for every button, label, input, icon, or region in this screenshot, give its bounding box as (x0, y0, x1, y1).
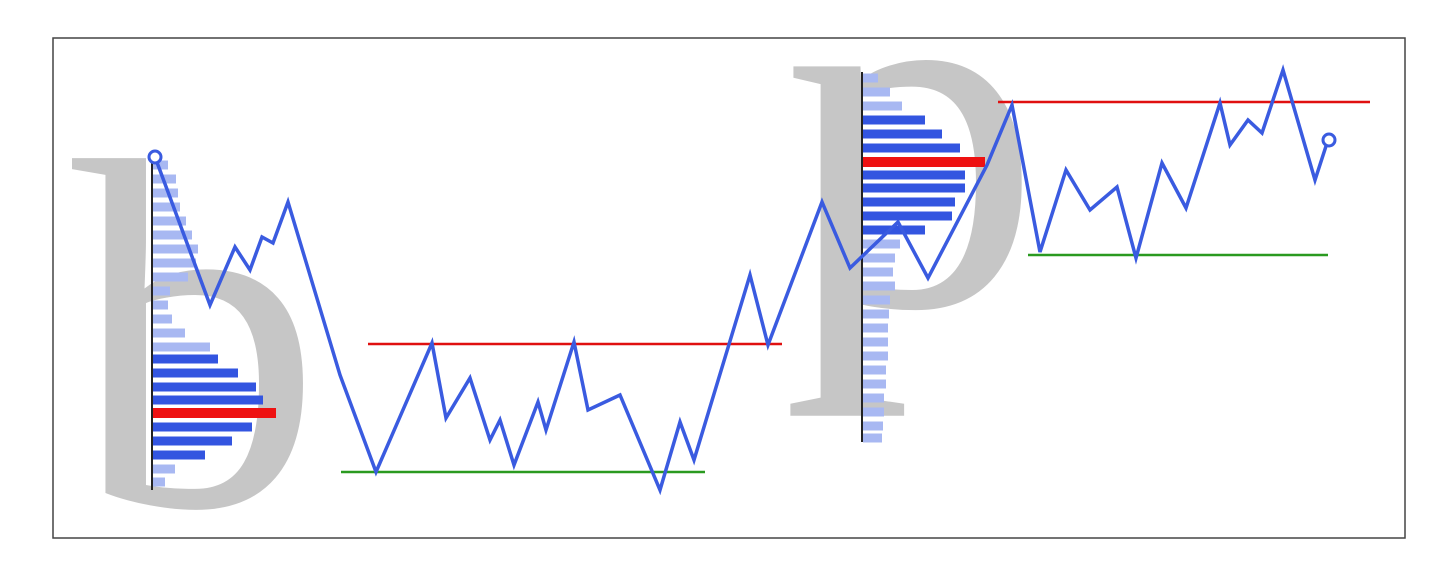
volume-bar (153, 258, 196, 268)
volume-bar (863, 115, 925, 125)
poc-bar (153, 408, 276, 418)
volume-bar (863, 393, 884, 403)
volume-bar (153, 368, 238, 378)
volume-bar (863, 379, 886, 389)
volume-bar (153, 188, 178, 198)
poc-bar (863, 157, 985, 167)
volume-bar (863, 101, 902, 111)
volume-bar (863, 433, 882, 443)
volume-bar (863, 281, 895, 291)
volume-bar (153, 328, 185, 338)
volume-bar (153, 342, 210, 352)
volume-bar (153, 286, 170, 296)
volume-bar (153, 160, 168, 170)
volume-bar (153, 216, 186, 226)
volume-bar (153, 300, 168, 310)
volume-bar (863, 337, 888, 347)
volume-bar (153, 477, 165, 487)
volume-bar (863, 365, 886, 375)
volume-bar (863, 239, 900, 249)
volume-bar (863, 295, 890, 305)
price-line (153, 64, 1330, 496)
volume-bar (863, 421, 883, 431)
volume-bar (863, 253, 895, 263)
volume-bar (153, 450, 205, 460)
volume-bar (153, 244, 198, 254)
volume-bar (863, 309, 889, 319)
volume-bar (863, 225, 925, 235)
volume-bar (153, 464, 175, 474)
volume-bar (863, 129, 942, 139)
start-point (147, 149, 163, 165)
volume-bar (863, 211, 952, 221)
volume-bar (863, 183, 965, 193)
volume-bar (153, 436, 232, 446)
volume-bar (153, 354, 218, 364)
volume-bar (863, 351, 888, 361)
volume-bar (863, 143, 960, 153)
end-point (1321, 132, 1337, 148)
volume-bar (863, 267, 893, 277)
letter-b: b (72, 60, 322, 585)
volume-bar (863, 73, 878, 83)
volume-bar (863, 170, 965, 180)
frame (52, 37, 1406, 539)
volume-bar (153, 230, 192, 240)
volume-bar (153, 272, 188, 282)
volume-bar (153, 422, 252, 432)
volume-profiles (153, 73, 985, 487)
volume-bar (863, 323, 888, 333)
volume-bar (863, 407, 884, 417)
volume-bar (153, 395, 263, 405)
volume-bar (153, 202, 180, 212)
volume-bar (153, 314, 172, 324)
volume-bar (863, 197, 955, 207)
volume-bar (863, 87, 890, 97)
volume-bar (153, 382, 256, 392)
